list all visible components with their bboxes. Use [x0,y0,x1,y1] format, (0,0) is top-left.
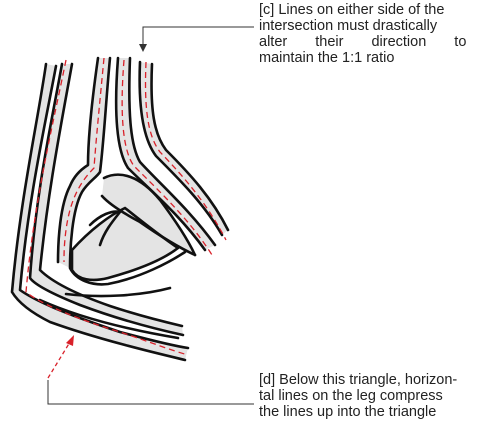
ridge-line-12 [138,60,224,237]
ridge-band-inner-loop [102,174,195,255]
ridge-line-9 [100,194,197,257]
ridge-line-15 [64,286,172,298]
leader-c [142,26,254,45]
ridge-band-right-2 [139,62,228,235]
guide-lines [25,57,227,356]
ridge-line-6 [68,56,187,286]
annotation-d-line-2: tal lines on the leg compress [259,388,443,404]
leader-c-line [142,26,254,45]
annotation-d: [d] Below this triangle, horizon- tal li… [259,372,473,420]
ridge-line-7 [70,206,180,282]
ridge-line-3 [38,62,184,328]
leader-c-arrowhead [139,44,147,52]
ridge-line-5 [56,56,100,264]
annotation-d-line-1: [d] Below this triangle, horizon- [259,372,458,388]
ridge-lines [10,56,230,362]
annotation-c: [c] Lines on either side of the intersec… [259,2,473,66]
guide-line-4 [144,61,227,241]
annotation-d-line-3: the lines up into the triangle [259,404,437,420]
red-arrow-line [47,341,71,379]
ridge-line-16 [38,298,180,340]
leader-d-line [47,380,254,405]
ridge-band-mid [58,58,110,268]
annotation-c-line-3: alter their direction to [259,34,467,50]
red-arrow-head [66,335,74,346]
annotation-c-line-4: maintain the 1:1 ratio [259,50,395,66]
ridge-line-11 [128,56,217,247]
annotation-c-line-1: [c] Lines on either side of the [259,2,445,18]
ridge-line-1 [18,64,190,350]
ridge-line-13 [150,62,230,232]
guide-line-3 [121,59,213,256]
ridge-line-2 [10,62,187,362]
ridge-line-14 [88,210,122,247]
guide-line-2 [63,57,105,263]
annotation-c-line-2: intersection must drastically [259,18,438,34]
ridge-line-4 [28,62,185,337]
ridge-line-10 [114,56,207,252]
